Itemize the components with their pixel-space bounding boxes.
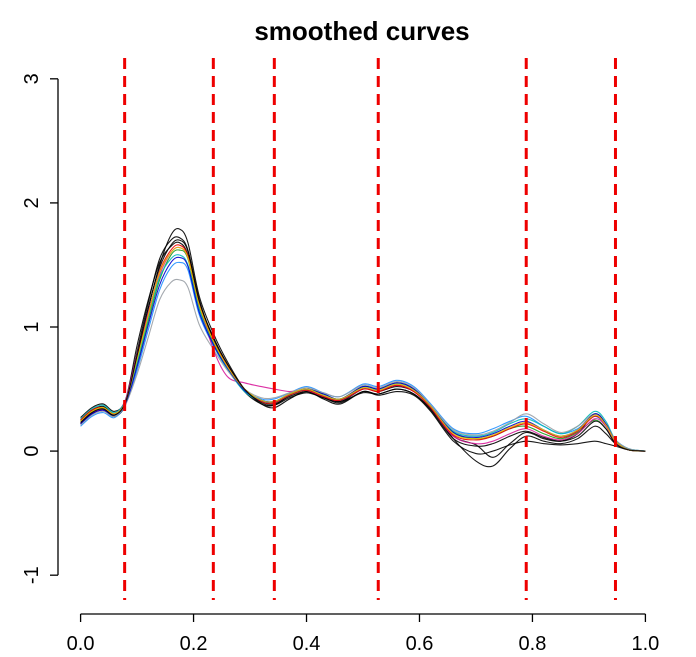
curve-12	[80, 239, 646, 452]
curve-8	[80, 278, 646, 452]
curves-layer	[80, 228, 646, 468]
x-tick-label: 0.0	[67, 633, 95, 655]
y-tick-label: 0	[21, 446, 43, 457]
curve-11	[80, 246, 646, 452]
x-tick-label: 0.8	[519, 633, 547, 655]
y-tick-label: -1	[21, 566, 43, 584]
y-tick-label: 2	[21, 197, 43, 208]
curve-5	[80, 261, 646, 452]
curve-4	[80, 249, 646, 452]
curve-10	[80, 256, 646, 452]
y-axis: -1 0 1 2 3	[21, 73, 59, 584]
y-tick-label: 1	[21, 321, 43, 332]
curve-7	[80, 254, 646, 452]
x-tick-label: 0.4	[293, 633, 321, 655]
x-tick-label: 0.2	[180, 633, 208, 655]
x-tick-label: 1.0	[632, 633, 660, 655]
chart-title: smoothed curves	[254, 16, 469, 46]
x-axis: 0.0 0.2 0.4 0.6 0.8 1.0	[67, 613, 660, 655]
curve-3	[80, 241, 646, 458]
y-tick-label: 3	[21, 73, 43, 84]
reference-lines-layer	[123, 58, 617, 600]
x-tick-label: 0.6	[406, 633, 434, 655]
